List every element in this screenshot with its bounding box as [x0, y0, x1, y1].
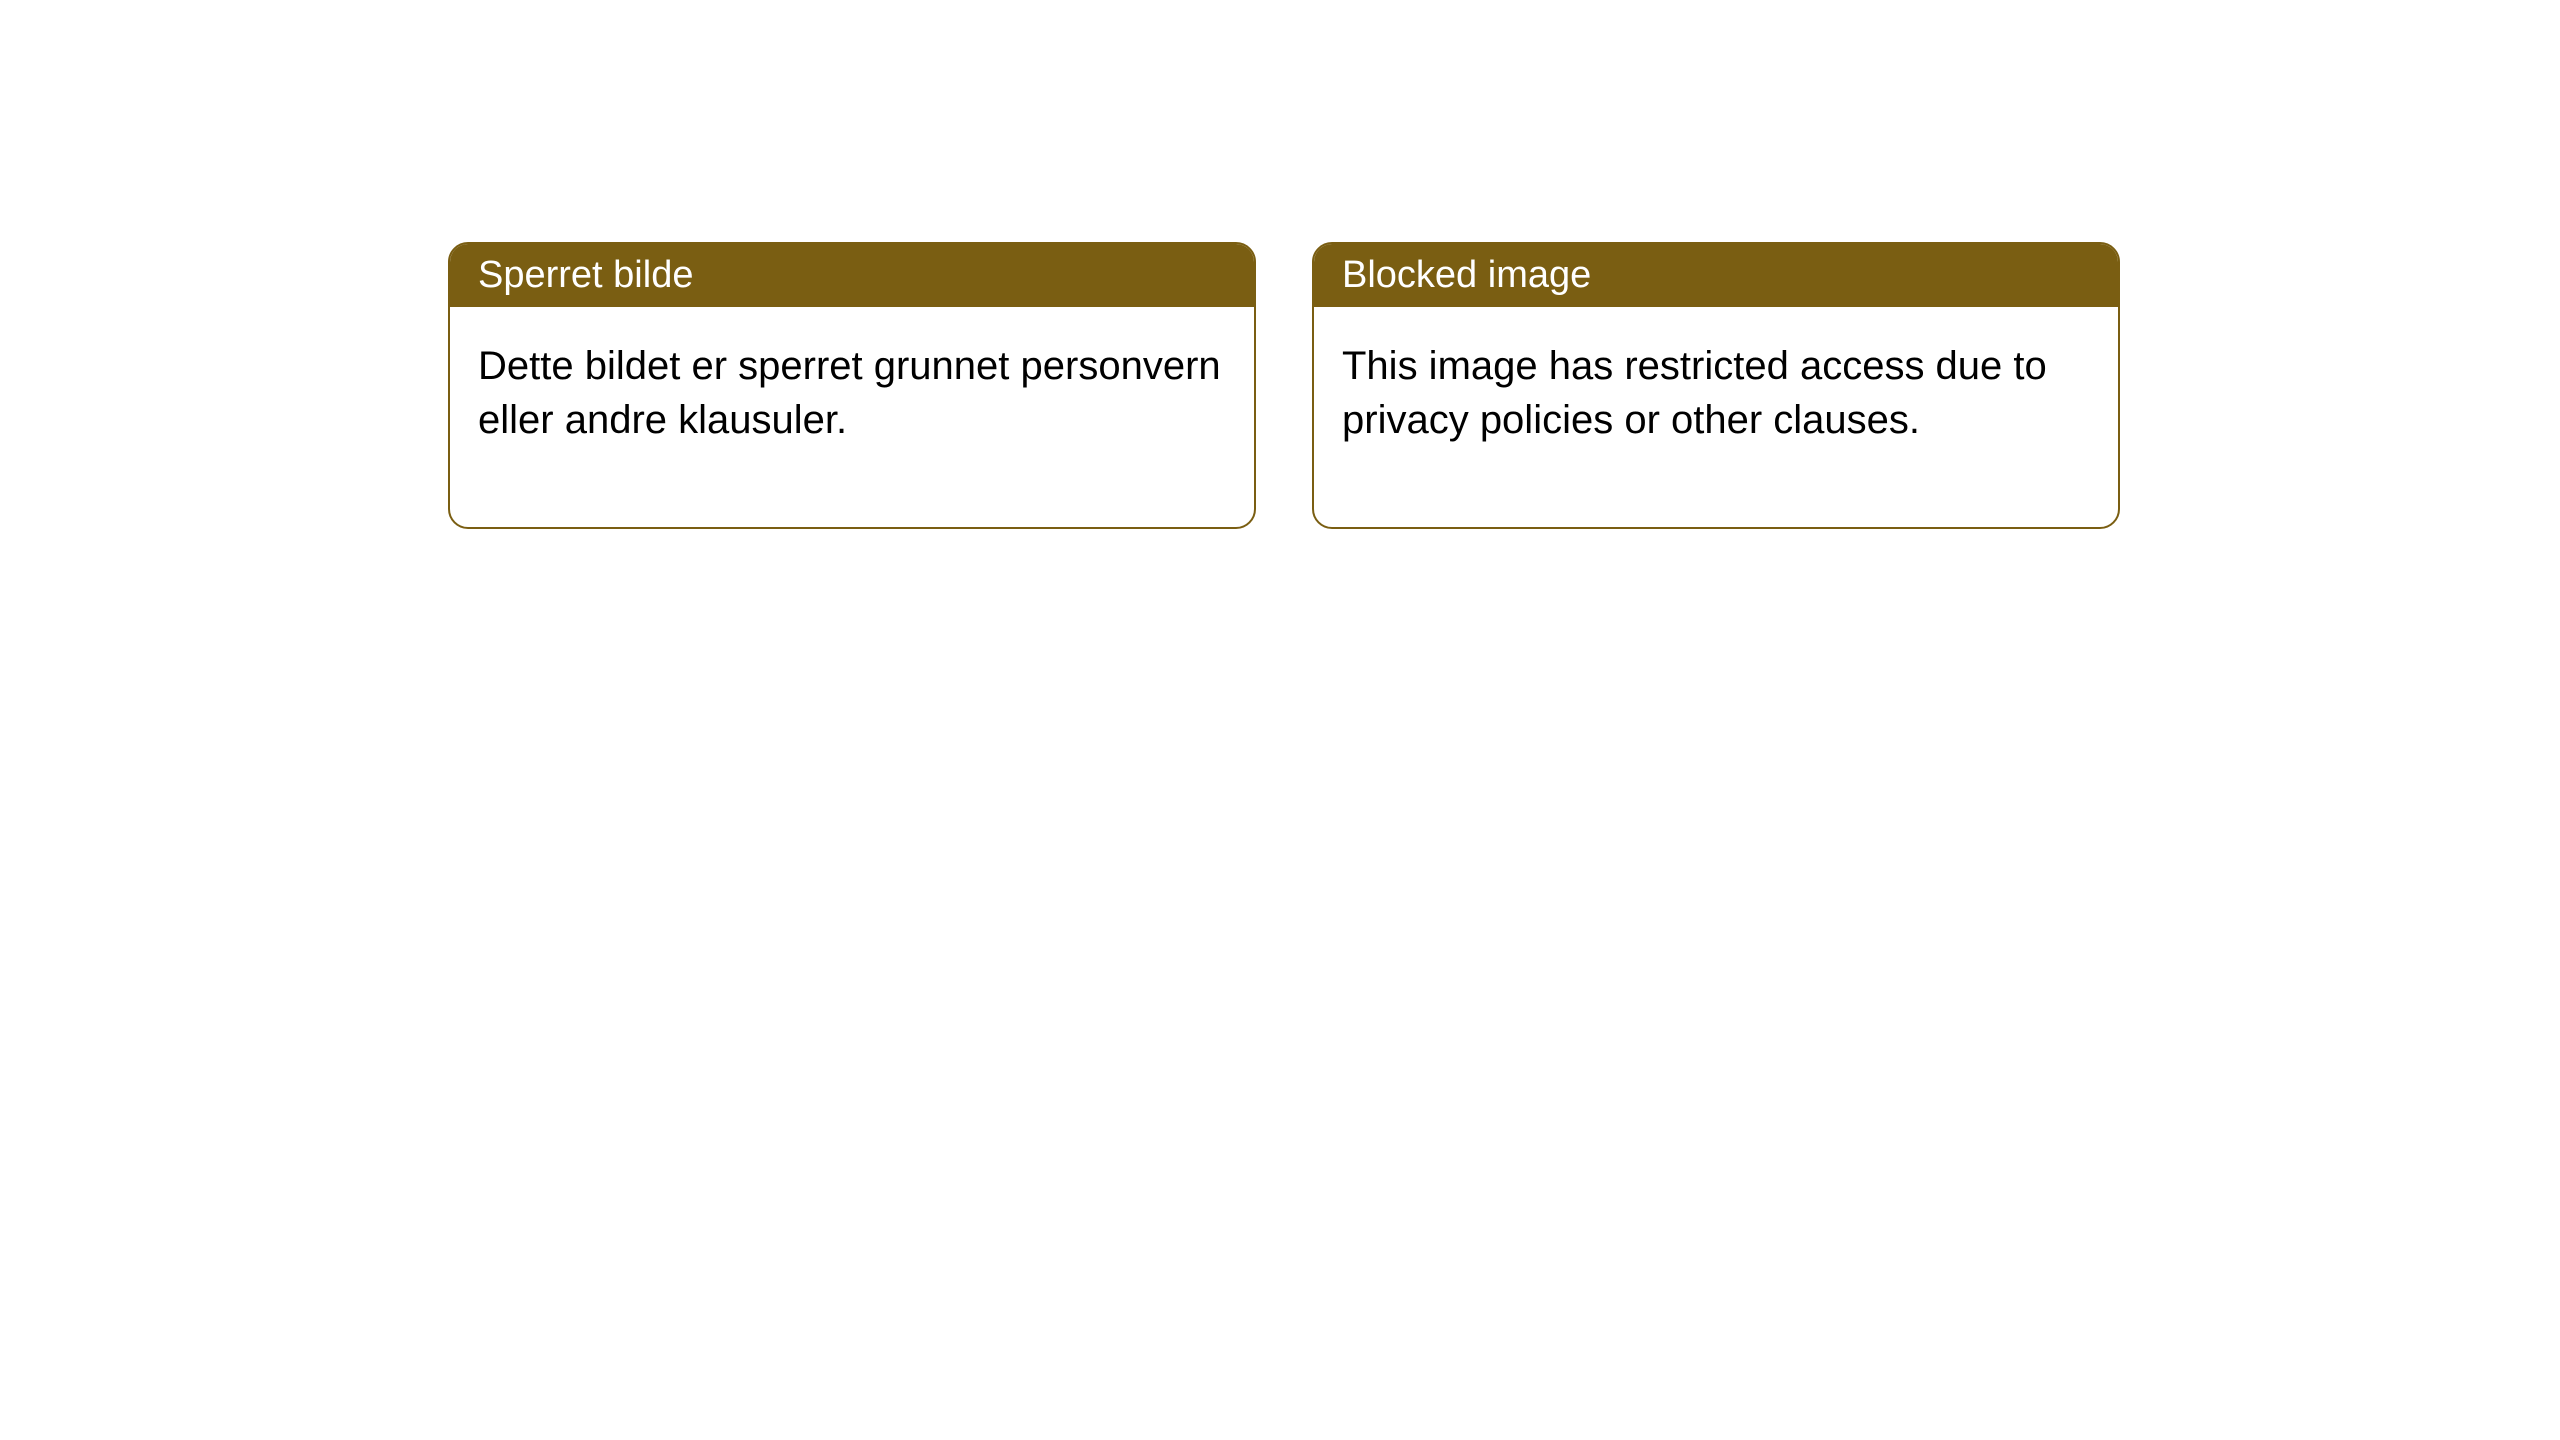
notice-card-english: Blocked image This image has restricted … [1312, 242, 2120, 529]
notice-header-english: Blocked image [1314, 244, 2118, 307]
notice-header-norwegian: Sperret bilde [450, 244, 1254, 307]
notice-body-english: This image has restricted access due to … [1314, 307, 2118, 527]
notice-container: Sperret bilde Dette bildet er sperret gr… [448, 242, 2120, 529]
notice-card-norwegian: Sperret bilde Dette bildet er sperret gr… [448, 242, 1256, 529]
notice-body-norwegian: Dette bildet er sperret grunnet personve… [450, 307, 1254, 527]
